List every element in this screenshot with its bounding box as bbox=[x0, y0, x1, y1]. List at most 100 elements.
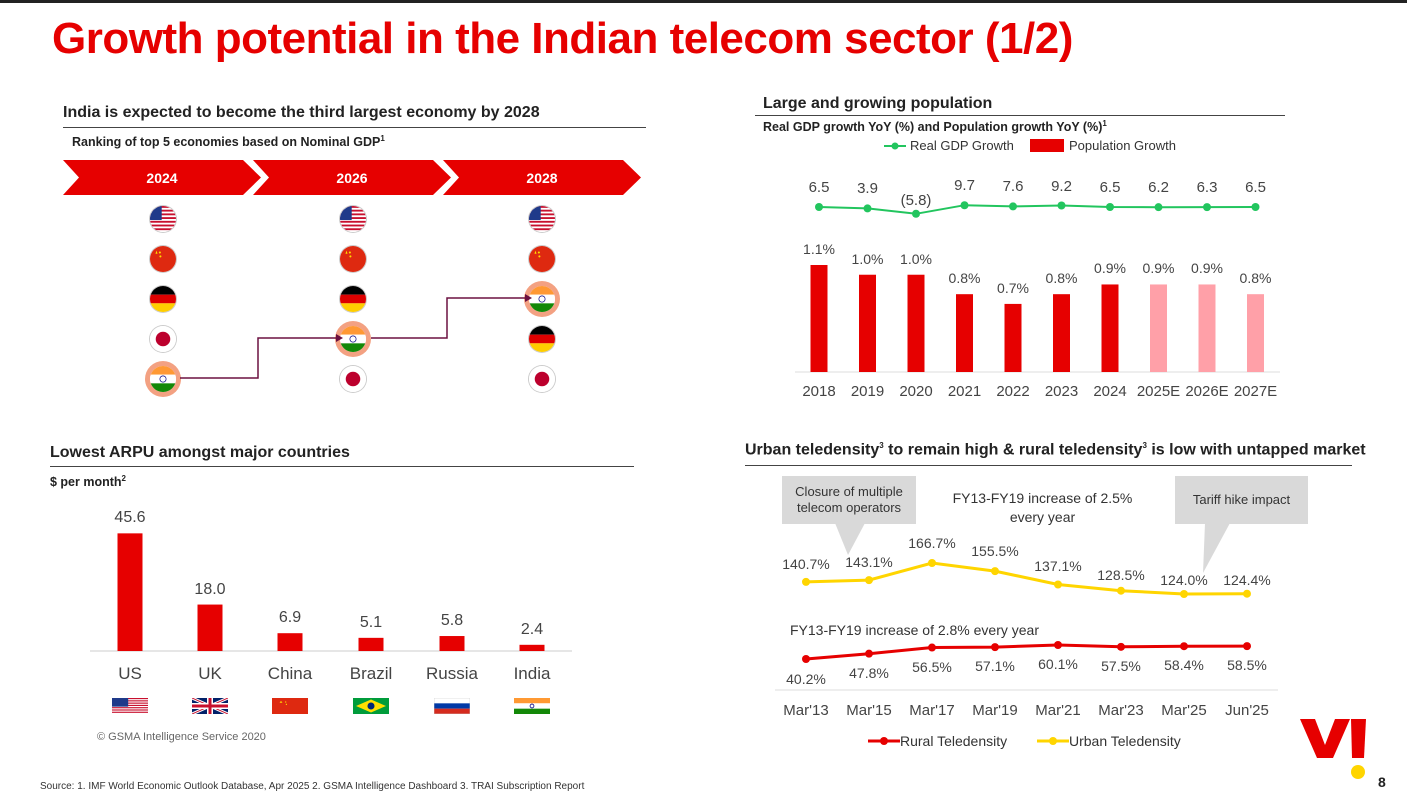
arpu-bar-china bbox=[277, 633, 303, 651]
population-bar-2024 bbox=[1101, 284, 1119, 372]
population-bar-2027e bbox=[1247, 294, 1264, 372]
germany-flag-icon bbox=[340, 286, 366, 312]
us-flag-icon bbox=[150, 206, 176, 232]
gdp-value-label: (5.8) bbox=[900, 191, 932, 209]
population-value-label: 0.9% bbox=[1094, 260, 1126, 277]
urban-point-4 bbox=[1054, 580, 1062, 589]
urban-annotation: FY13-FY19 increase of 2.5% every year bbox=[952, 490, 1133, 525]
us-flag-icon bbox=[529, 206, 555, 232]
source-footnote: Source: 1. IMF World Economic Outlook Da… bbox=[40, 781, 585, 792]
teledensity-period-label: Jun'25 bbox=[1225, 702, 1269, 719]
year-chevron-2026: 2026 bbox=[253, 160, 451, 195]
us-flag-icon bbox=[340, 206, 366, 232]
arpu-value-label: 5.8 bbox=[440, 612, 464, 630]
population-bar-2020 bbox=[907, 274, 925, 372]
india-arrow-2024-2026 bbox=[180, 337, 336, 379]
teledensity-period-label: Mar'15 bbox=[846, 702, 892, 719]
population-value-label: 0.9% bbox=[1142, 260, 1175, 277]
gdp-line bbox=[818, 204, 1256, 215]
population-subtitle: Real GDP growth YoY (%) and Population g… bbox=[763, 119, 1107, 135]
legend-urban-marker bbox=[1037, 737, 1069, 745]
population-year-label: 2023 bbox=[1044, 383, 1079, 400]
population-value-label: 1.1% bbox=[803, 241, 835, 257]
rural-annotation: FY13-FY19 increase of 2.8% every year bbox=[790, 622, 1040, 638]
gdp-value-label: 3.9 bbox=[857, 180, 878, 198]
arpu-value-label: 5.1 bbox=[359, 613, 383, 631]
rural-point-1 bbox=[865, 649, 873, 658]
urban-point-7 bbox=[1243, 589, 1251, 598]
population-bar-2021 bbox=[956, 294, 973, 372]
gdp-point-2025e bbox=[1154, 203, 1163, 212]
population-value-label: 0.8% bbox=[1239, 270, 1272, 287]
arpu-bar-india bbox=[519, 644, 545, 651]
russia-flag-icon bbox=[434, 698, 470, 714]
gdp-value-label: 9.2 bbox=[1051, 177, 1072, 195]
urban-value-label: 155.5% bbox=[971, 543, 1019, 560]
population-bar-2025e bbox=[1150, 284, 1167, 372]
arpu-value-label: 45.6 bbox=[114, 509, 146, 527]
arpu-category-label: UK bbox=[198, 664, 222, 683]
gdp-point-2027e bbox=[1251, 203, 1260, 211]
legend-gdp: Real GDP Growth bbox=[884, 138, 1014, 153]
population-value-label: 0.8% bbox=[948, 270, 981, 287]
population-year-label: 2025E bbox=[1136, 383, 1181, 400]
arpu-rule bbox=[50, 466, 634, 467]
population-year-label: 2020 bbox=[899, 383, 933, 400]
population-year-label: 2026E bbox=[1185, 383, 1229, 400]
india-flag-icon bbox=[514, 698, 550, 714]
legend-urban: Urban Teledensity bbox=[1037, 733, 1181, 749]
arpu-category-label: China bbox=[267, 664, 313, 683]
gdp-point-2024 bbox=[1106, 203, 1114, 211]
population-year-label: 2022 bbox=[996, 383, 1030, 400]
gdp-point-2022 bbox=[1009, 202, 1017, 211]
population-bar-2023 bbox=[1053, 294, 1070, 372]
india-arrow-2026-2028 bbox=[371, 297, 525, 339]
rural-point-7 bbox=[1243, 642, 1251, 651]
arpu-category-label: US bbox=[118, 664, 142, 683]
china-flag-icon bbox=[340, 246, 366, 272]
population-value-label: 0.7% bbox=[997, 279, 1029, 296]
teledensity-period-label: Mar'13 bbox=[783, 702, 829, 719]
vi-logo-v bbox=[1300, 719, 1350, 758]
germany-flag-icon bbox=[150, 286, 176, 312]
population-bar-2018 bbox=[810, 265, 828, 372]
population-year-label: 2019 bbox=[850, 383, 885, 400]
economy-title: India is expected to become the third la… bbox=[63, 104, 540, 121]
rural-point-3 bbox=[991, 643, 999, 652]
rural-value-label: 58.5% bbox=[1227, 657, 1267, 674]
population-year-label: 2027E bbox=[1233, 383, 1278, 400]
year-chevron-2024: 2024 bbox=[63, 160, 261, 195]
arpu-value-label: 18.0 bbox=[194, 580, 226, 598]
urban-point-0 bbox=[802, 577, 810, 586]
population-bar-2022 bbox=[1004, 303, 1022, 372]
urban-value-label: 143.1% bbox=[845, 554, 893, 571]
legend-rural: Rural Teledensity bbox=[868, 733, 1007, 749]
urban-point-1 bbox=[865, 576, 873, 585]
japan-flag-icon bbox=[150, 326, 176, 352]
population-value-label: 0.9% bbox=[1191, 260, 1223, 277]
rural-value-label: 47.8% bbox=[849, 664, 889, 681]
arpu-bar-brazil bbox=[358, 637, 384, 651]
gdp-value-label: 6.5 bbox=[1099, 179, 1121, 196]
arpu-category-label: India bbox=[513, 664, 551, 683]
gdp-value-label: 6.5 bbox=[808, 179, 830, 196]
population-year-label: 2024 bbox=[1093, 383, 1127, 400]
india-flag-icon bbox=[529, 286, 555, 312]
callout-tariff-pointer bbox=[1203, 523, 1230, 573]
urban-point-3 bbox=[991, 567, 999, 576]
india-flag-icon bbox=[150, 366, 176, 392]
urban-value-label: 124.4% bbox=[1223, 571, 1271, 588]
urban-point-5 bbox=[1117, 586, 1125, 595]
vi-logo-i bbox=[1351, 719, 1366, 758]
teledensity-period-label: Mar'19 bbox=[972, 702, 1018, 719]
rural-value-label: 60.1% bbox=[1038, 656, 1078, 672]
gsma-note: © GSMA Intelligence Service 2020 bbox=[97, 731, 266, 743]
gdp-value-label: 6.5 bbox=[1245, 179, 1266, 196]
gdp-point-2026e bbox=[1203, 203, 1211, 212]
rural-point-6 bbox=[1180, 642, 1188, 651]
teledensity-period-label: Mar'25 bbox=[1161, 702, 1207, 719]
callout-closure-pointer bbox=[835, 523, 865, 555]
arpu-title: Lowest ARPU amongst major countries bbox=[50, 444, 350, 461]
urban-value-label: 124.0% bbox=[1160, 572, 1208, 588]
urban-point-6 bbox=[1180, 590, 1188, 598]
